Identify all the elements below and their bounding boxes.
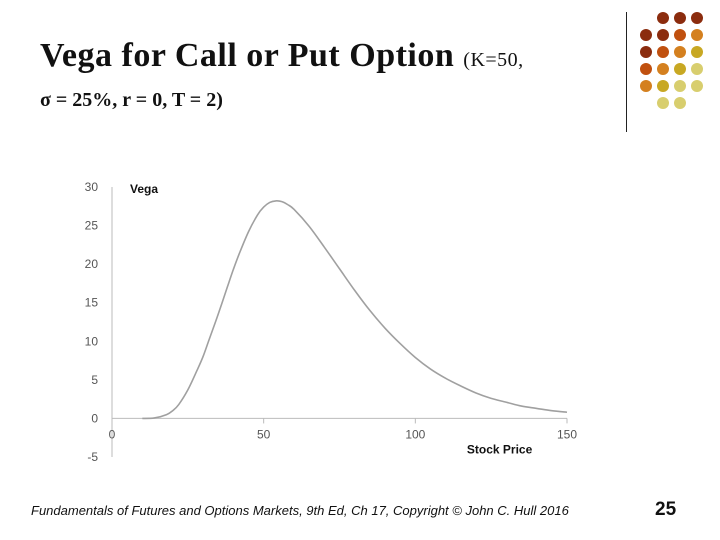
title-params-2: σ = 25%, r = 0, T = 2) (40, 89, 223, 111)
decor-dot (674, 80, 686, 92)
decor-dot (640, 29, 652, 41)
x-tick-label: 50 (257, 427, 271, 441)
title-divider (626, 12, 627, 132)
y-tick-label: 5 (91, 373, 98, 387)
title-line-1: Vega for Call or Put Option (K=50, (40, 34, 610, 82)
y-tick-label: 20 (85, 257, 99, 271)
decor-dot (691, 29, 703, 41)
decor-dot (691, 46, 703, 58)
decor-dot (657, 29, 669, 41)
y-tick-label: 30 (85, 180, 99, 194)
decor-dot (640, 46, 652, 58)
x-axis-label: Stock Price (467, 442, 533, 456)
decor-dot (691, 63, 703, 75)
decor-dot (674, 12, 686, 24)
decor-dot (640, 63, 652, 75)
decor-dot (674, 46, 686, 58)
decor-dot (657, 12, 669, 24)
y-tick-label: 15 (85, 296, 99, 310)
y-tick-label: 10 (85, 334, 99, 348)
decor-dot (657, 97, 669, 109)
x-tick-label: 0 (109, 427, 116, 441)
title-params-1: (K=50, (463, 49, 524, 71)
decor-dot (657, 46, 669, 58)
y-tick-label: 0 (91, 411, 98, 425)
page-number: 25 (655, 499, 677, 520)
x-tick-label: 100 (405, 427, 425, 441)
decor-dot (657, 63, 669, 75)
decor-dot (691, 12, 703, 24)
y-axis-label: Vega (130, 182, 158, 196)
decor-dot (691, 80, 703, 92)
decor-dot (657, 80, 669, 92)
decor-dot (674, 29, 686, 41)
footer-citation: Fundamentals of Futures and Options Mark… (31, 503, 569, 518)
decor-dot (674, 63, 686, 75)
vega-curve (142, 200, 568, 420)
y-tick-label: 25 (85, 219, 99, 233)
decor-dot (640, 80, 652, 92)
y-tick-label: -5 (87, 450, 98, 464)
vega-chart: 30 25 20 15 10 5 0 -5 0 50 100 150 Vega Stock Price (70, 172, 590, 477)
slide-title: Vega for Call or Put Option (K=50, σ = 2… (40, 34, 610, 114)
chart-axes (111, 187, 568, 457)
x-tick-label: 150 (557, 427, 577, 441)
decor-dot (674, 97, 686, 109)
title-main: Vega for Call or Put Option (40, 37, 455, 74)
